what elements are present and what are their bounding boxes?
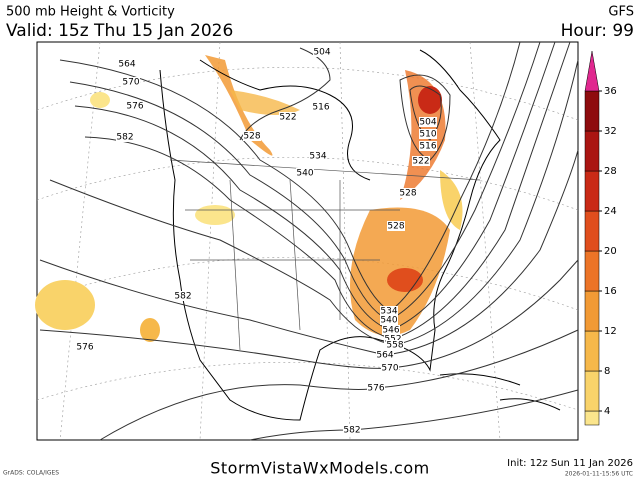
timestamp: 2026-01-11-15:56 UTC xyxy=(565,471,633,478)
colorbar-segment xyxy=(584,290,600,332)
model: GFS xyxy=(608,5,634,20)
contour-label-bg xyxy=(343,425,361,435)
contour-label-bg xyxy=(419,117,437,127)
contour-label-bg xyxy=(412,156,430,166)
colorbar-segment xyxy=(584,130,600,172)
colorbar-tick-label: 4 xyxy=(604,406,610,417)
contour-label: 522 xyxy=(412,157,429,167)
contour-label: 534 xyxy=(380,307,397,317)
contour-label-bg xyxy=(367,383,385,393)
contour-label: 576 xyxy=(367,384,384,394)
contour-label-bg xyxy=(312,102,330,112)
contour-label-bg xyxy=(243,131,261,141)
contour-label: 528 xyxy=(243,132,260,142)
contour-label-bg xyxy=(118,59,136,69)
contour-label-bg xyxy=(387,221,405,231)
contour-label: 582 xyxy=(116,133,133,143)
forecast-hour: Hour: 99 xyxy=(561,21,634,41)
contour-label: 528 xyxy=(387,222,404,232)
colorbar-tick-label: 20 xyxy=(604,246,617,257)
colorbar: 4 8 12 16 20 24 28 32 36 xyxy=(584,50,617,426)
colorbar-segment xyxy=(584,250,600,292)
contour-label: 540 xyxy=(296,169,313,179)
contour-label: 504 xyxy=(313,48,330,58)
title: 500 mb Height & Vorticity xyxy=(6,5,175,20)
colorbar-tick-label: 16 xyxy=(604,286,617,297)
map xyxy=(35,41,579,441)
contour-label: 564 xyxy=(118,60,135,70)
site-name: StormVistaWxModels.com xyxy=(210,459,429,478)
colorbar-tick-label: 8 xyxy=(604,366,610,377)
contour-label-bg xyxy=(376,350,394,360)
contour-label: 516 xyxy=(312,103,329,113)
graticule xyxy=(36,41,579,441)
coastlines xyxy=(159,49,561,421)
contour-label-bg xyxy=(382,325,400,335)
credit: GrADS: COLA/IGES xyxy=(3,470,59,477)
colorbar-tick-label: 32 xyxy=(604,126,617,137)
contour-label-bg xyxy=(309,151,327,161)
contour-label: 510 xyxy=(419,130,436,140)
contour-label: 564 xyxy=(376,351,393,361)
contour-labels: 5645705765825045165225285345405285285045… xyxy=(76,47,437,436)
contour-label: 528 xyxy=(399,189,416,199)
contour-label: 522 xyxy=(279,113,296,123)
contour-label-bg xyxy=(380,315,398,325)
height-contours xyxy=(39,41,579,441)
colorbar-tick-label: 24 xyxy=(604,206,617,217)
contour-label-bg xyxy=(381,363,399,373)
contour-label-bg xyxy=(399,188,417,198)
contour-label: 570 xyxy=(122,78,139,88)
contour-label-bg xyxy=(122,77,140,87)
colorbar-tick-label: 36 xyxy=(604,86,617,97)
contour-label: 558 xyxy=(386,341,403,351)
colorbar-segment xyxy=(584,90,600,132)
contour-label: 552 xyxy=(384,335,401,345)
contour-label-bg xyxy=(126,101,144,111)
contour-label-bg xyxy=(384,334,402,344)
colorbar-cap xyxy=(584,50,600,92)
contour-label-bg xyxy=(279,112,297,122)
contour-label-bg xyxy=(419,129,437,139)
contour-label: 516 xyxy=(419,142,436,152)
contour-label: 534 xyxy=(309,152,326,162)
contour-label-bg xyxy=(296,168,314,178)
contour-label-bg xyxy=(174,291,192,301)
contour-label-bg xyxy=(386,340,404,350)
contour-label-bg xyxy=(116,132,134,142)
contour-label-bg xyxy=(76,342,94,352)
init-time: Init: 12z Sun 11 Jan 2026 xyxy=(507,458,633,469)
map-frame xyxy=(36,41,579,441)
colorbar-tick-label: 28 xyxy=(604,166,617,177)
contour-label: 540 xyxy=(380,316,397,326)
vorticity-shading xyxy=(35,55,463,342)
colorbar-segment xyxy=(584,370,600,412)
contour-label: 582 xyxy=(343,426,360,436)
colorbar-tick-label: 12 xyxy=(604,326,617,337)
contour-label-bg xyxy=(380,306,398,316)
valid-time: Valid: 15z Thu 15 Jan 2026 xyxy=(6,21,233,41)
colorbar-segment xyxy=(584,330,600,372)
colorbar-segment xyxy=(584,170,600,212)
contour-label: 576 xyxy=(126,102,143,112)
contour-label: 504 xyxy=(419,118,436,128)
contour-label-bg xyxy=(419,141,437,151)
colorbar-segment xyxy=(584,210,600,252)
contour-label: 582 xyxy=(174,292,191,302)
colorbar-segment xyxy=(584,410,600,426)
contour-label: 546 xyxy=(382,326,399,336)
contour-label-bg xyxy=(313,47,331,57)
contour-label: 570 xyxy=(381,364,398,374)
contour-label: 576 xyxy=(76,343,93,353)
